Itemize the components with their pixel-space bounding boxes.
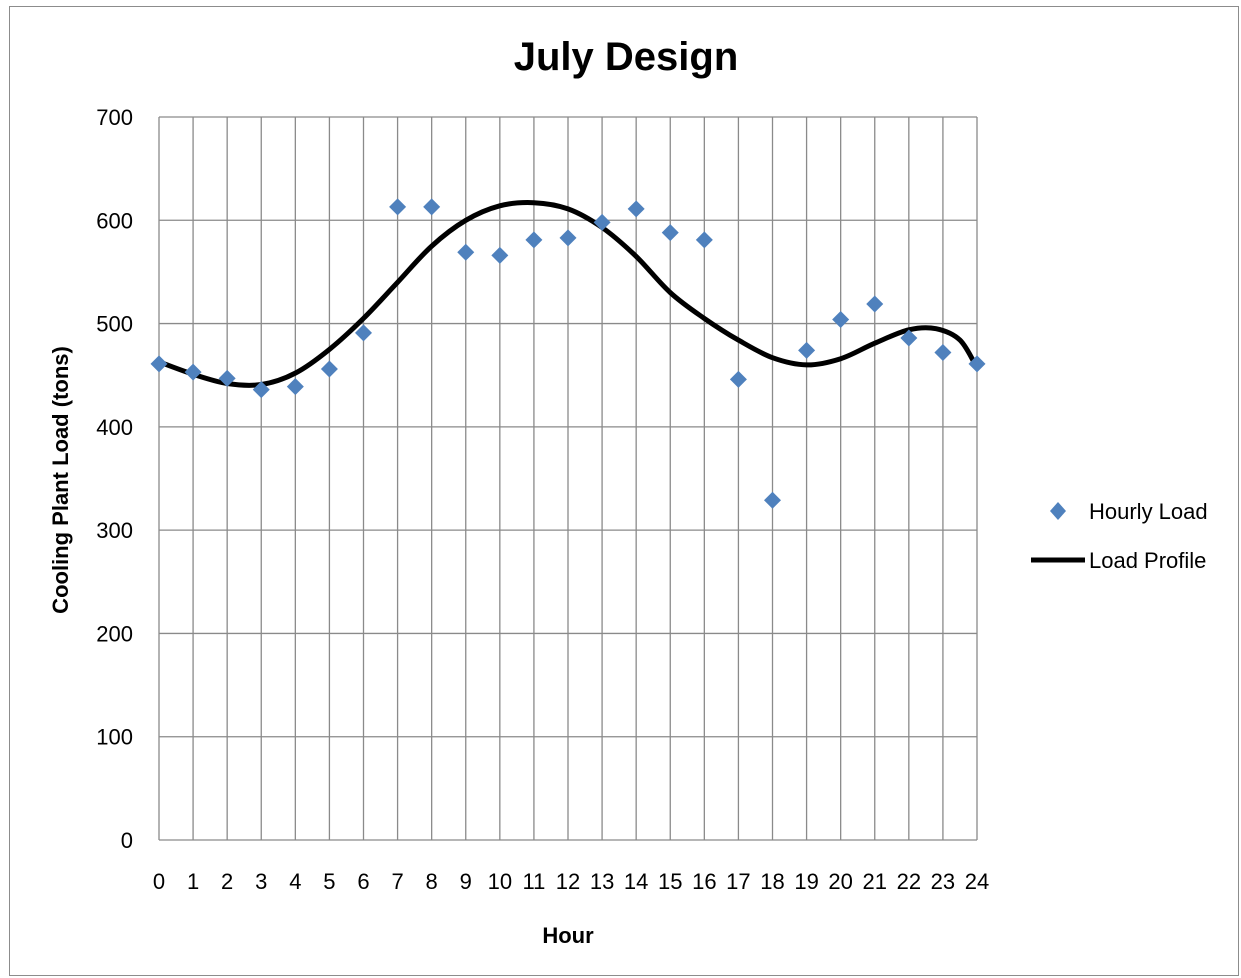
- x-tick-label-24: 24: [965, 869, 989, 894]
- y-tick-label-700: 700: [96, 105, 133, 130]
- y-tick-label-300: 300: [96, 518, 133, 543]
- y-tick-label-100: 100: [96, 725, 133, 750]
- x-tick-label-1: 1: [187, 869, 199, 894]
- x-tick-label-20: 20: [828, 869, 852, 894]
- x-tick-label-6: 6: [357, 869, 369, 894]
- x-tick-label-12: 12: [556, 869, 580, 894]
- load-profile-series: [156, 200, 980, 388]
- hourly-load-point-3: [252, 381, 270, 399]
- legend-marker-hourly-load: [1050, 502, 1066, 520]
- x-tick-label-19: 19: [794, 869, 818, 894]
- chart-title: July Design: [514, 35, 739, 79]
- hourly-load-point-21: [866, 295, 884, 313]
- hourly-load-point-16: [695, 231, 713, 249]
- hourly-load-point-0: [150, 355, 168, 373]
- y-tick-label-500: 500: [96, 312, 133, 337]
- hourly-load-point-5: [320, 360, 338, 378]
- chart-frame: [9, 6, 1239, 976]
- hourly-load-point-8: [423, 198, 441, 216]
- hourly-load-point-4: [286, 378, 304, 396]
- hourly-load-point-9: [457, 243, 475, 261]
- x-tick-label-17: 17: [726, 869, 750, 894]
- x-tick-label-13: 13: [590, 869, 614, 894]
- x-tick-label-8: 8: [426, 869, 438, 894]
- hourly-load-point-17: [729, 370, 747, 388]
- x-tick-label-9: 9: [460, 869, 472, 894]
- hourly-load-point-18: [764, 491, 781, 509]
- load-profile-line: [156, 200, 980, 388]
- legend: Hourly Load Load Profile: [1031, 499, 1208, 573]
- x-tick-label-0: 0: [153, 869, 165, 894]
- hourly-load-point-19: [798, 341, 816, 359]
- x-tick-label-2: 2: [221, 869, 233, 894]
- hourly-load-point-13: [593, 213, 611, 231]
- y-tick-labels: 0 100 200 300 400 500 600 700: [96, 105, 133, 853]
- hourly-load-point-1: [184, 363, 202, 381]
- hourly-load-point-20: [832, 310, 850, 328]
- hourly-load-point-15: [661, 224, 679, 242]
- hourly-load-point-12: [559, 229, 577, 247]
- x-tick-label-3: 3: [255, 869, 267, 894]
- x-tick-labels: 0 1 2 3 4 5 6 7 8 9 10 11 12 13 14 15 16 17 18 19 20 21 22 23 24: [153, 869, 989, 894]
- x-tick-label-7: 7: [391, 869, 403, 894]
- legend-label-hourly-load: Hourly Load: [1089, 499, 1208, 524]
- x-tick-label-18: 18: [760, 869, 784, 894]
- y-tick-label-400: 400: [96, 415, 133, 440]
- x-tick-label-14: 14: [624, 869, 648, 894]
- hourly-load-point-24: [968, 355, 986, 373]
- x-tick-label-16: 16: [692, 869, 716, 894]
- x-tick-label-21: 21: [863, 869, 887, 894]
- hourly-load-point-7: [389, 198, 407, 216]
- y-tick-label-0: 0: [121, 828, 133, 853]
- hourly-load-point-22: [900, 329, 918, 347]
- hourly-load-point-11: [525, 231, 543, 249]
- hourly-load-series: [150, 198, 986, 509]
- x-tick-label-4: 4: [289, 869, 301, 894]
- y-axis-label: Cooling Plant Load (tons): [48, 346, 73, 614]
- legend-label-load-profile: Load Profile: [1089, 548, 1206, 573]
- x-tick-label-22: 22: [897, 869, 921, 894]
- x-tick-label-10: 10: [488, 869, 512, 894]
- hourly-load-point-14: [627, 200, 645, 218]
- hourly-load-point-2: [218, 369, 236, 387]
- hourly-load-point-6: [355, 324, 372, 342]
- x-tick-label-11: 11: [522, 869, 545, 894]
- hourly-load-point-23: [934, 343, 952, 361]
- x-tick-label-15: 15: [658, 869, 682, 894]
- x-tick-label-23: 23: [931, 869, 955, 894]
- x-axis-label: Hour: [542, 923, 594, 948]
- y-tick-label-200: 200: [96, 621, 133, 646]
- y-tick-label-600: 600: [96, 208, 133, 233]
- hourly-load-point-10: [491, 246, 509, 264]
- x-tick-label-5: 5: [323, 869, 335, 894]
- grid: [158, 116, 978, 841]
